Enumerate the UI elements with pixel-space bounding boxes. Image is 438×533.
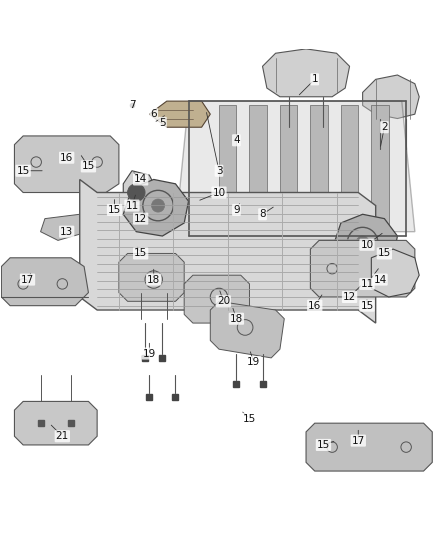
Polygon shape: [311, 106, 328, 232]
Text: 3: 3: [215, 166, 223, 176]
Polygon shape: [149, 101, 210, 127]
Text: 21: 21: [56, 431, 69, 441]
Polygon shape: [80, 180, 376, 323]
Text: 19: 19: [247, 357, 261, 367]
Text: 15: 15: [378, 248, 391, 259]
Polygon shape: [184, 275, 250, 323]
Polygon shape: [363, 75, 419, 118]
Text: 20: 20: [217, 296, 230, 306]
Text: 15: 15: [17, 166, 30, 176]
Polygon shape: [1, 258, 88, 305]
Polygon shape: [341, 106, 358, 232]
Text: 15: 15: [243, 414, 256, 424]
Text: 14: 14: [374, 274, 387, 285]
Polygon shape: [250, 106, 267, 232]
Text: 11: 11: [125, 200, 138, 211]
Circle shape: [356, 236, 369, 249]
Text: 15: 15: [82, 161, 95, 172]
Polygon shape: [123, 180, 188, 236]
Text: 11: 11: [360, 279, 374, 289]
Text: 1: 1: [311, 75, 318, 84]
Text: 18: 18: [230, 314, 243, 324]
Text: 14: 14: [134, 174, 147, 184]
Text: 12: 12: [134, 214, 147, 224]
Polygon shape: [332, 214, 397, 271]
Text: 15: 15: [134, 248, 147, 259]
Text: 15: 15: [317, 440, 330, 450]
Polygon shape: [280, 106, 297, 232]
Text: 2: 2: [381, 122, 388, 132]
Polygon shape: [262, 49, 350, 97]
Polygon shape: [306, 423, 432, 471]
Polygon shape: [14, 136, 119, 192]
Text: 6: 6: [150, 109, 157, 119]
Polygon shape: [123, 171, 158, 214]
Text: 12: 12: [343, 292, 356, 302]
Text: 13: 13: [60, 227, 73, 237]
Text: 15: 15: [360, 301, 374, 311]
Circle shape: [127, 184, 145, 201]
Polygon shape: [311, 240, 415, 297]
Polygon shape: [41, 214, 88, 240]
Polygon shape: [371, 249, 419, 297]
Polygon shape: [219, 106, 237, 232]
Text: 10: 10: [212, 188, 226, 198]
Text: 19: 19: [143, 349, 156, 359]
Text: 8: 8: [259, 209, 266, 219]
Text: 16: 16: [308, 301, 321, 311]
Text: 4: 4: [233, 135, 240, 146]
Text: 10: 10: [360, 240, 374, 250]
Text: 18: 18: [147, 274, 160, 285]
Text: 17: 17: [352, 435, 365, 446]
Text: 15: 15: [108, 205, 121, 215]
Polygon shape: [176, 101, 415, 232]
Polygon shape: [371, 106, 389, 232]
Text: 17: 17: [21, 274, 34, 285]
Polygon shape: [119, 254, 184, 301]
Text: 16: 16: [60, 152, 73, 163]
Polygon shape: [14, 401, 97, 445]
Text: 5: 5: [159, 118, 166, 128]
Circle shape: [152, 199, 165, 212]
Text: 7: 7: [129, 100, 135, 110]
Text: 9: 9: [233, 205, 240, 215]
Polygon shape: [210, 301, 284, 358]
